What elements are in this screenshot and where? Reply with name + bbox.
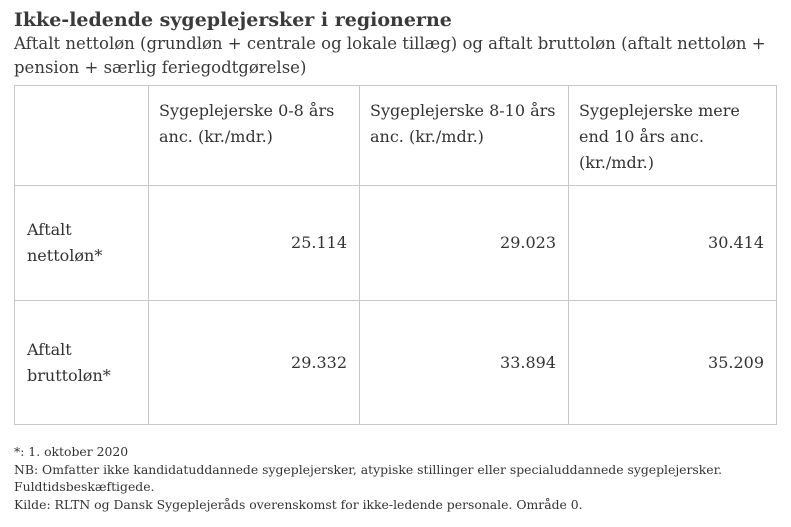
row-label-bruttoloen: Aftalt bruttoløn*: [14, 300, 149, 425]
page-title: Ikke-ledende sygeplejersker i regionerne: [14, 9, 452, 31]
table-corner-cell: [14, 85, 149, 186]
date-footnote: *: 1. oktober 2020: [14, 444, 129, 459]
salary-table: Sygeplejerske 0-8 års anc. (kr./mdr.) Sy…: [14, 85, 777, 425]
table-cell: 30.414: [568, 185, 777, 301]
table-cell: 29.023: [359, 185, 569, 301]
page-subtitle: Aftalt nettoløn (grundløn + centrale og …: [14, 34, 766, 77]
column-header-8-10: Sygeplejerske 8-10 års anc. (kr./mdr.): [359, 85, 569, 186]
table-cell: 33.894: [359, 300, 569, 425]
content: Ikke-ledende sygeplejersker i regionerne…: [14, 8, 777, 425]
footnotes: *: 1. oktober 2020 NB: Omfatter ikke kan…: [14, 443, 784, 513]
column-header-0-8: Sygeplejerske 0-8 års anc. (kr./mdr.): [148, 85, 360, 186]
table-header-row: Sygeplejerske 0-8 års anc. (kr./mdr.) Sy…: [14, 85, 777, 186]
table-cell: 35.209: [568, 300, 777, 425]
table-row: Aftalt nettoløn* 25.114 29.023 30.414: [14, 185, 777, 301]
table-cell: 25.114: [148, 185, 360, 301]
table-row: Aftalt bruttoløn* 29.332 33.894 35.209: [14, 300, 777, 425]
column-header-over-10: Sygeplejerske mere end 10 års anc. (kr./…: [568, 85, 777, 186]
source-footnote: Kilde: RLTN og Dansk Sygeplejeråds overe…: [14, 496, 583, 512]
nb-footnote: NB: Omfatter ikke kandidatuddannede syge…: [14, 461, 723, 495]
table-cell: 29.332: [148, 300, 360, 425]
row-label-nettoloen: Aftalt nettoløn*: [14, 185, 149, 301]
